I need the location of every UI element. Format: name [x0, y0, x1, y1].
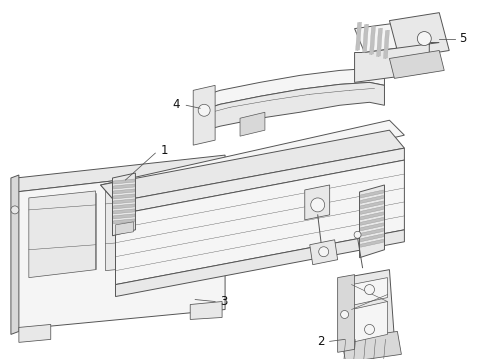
Polygon shape [116, 148, 404, 215]
Polygon shape [19, 324, 51, 342]
Polygon shape [16, 168, 225, 329]
Polygon shape [114, 179, 134, 184]
Polygon shape [361, 239, 384, 247]
Polygon shape [361, 190, 384, 198]
Polygon shape [305, 185, 330, 220]
Polygon shape [116, 230, 404, 297]
Circle shape [11, 206, 19, 214]
Polygon shape [352, 302, 388, 342]
Polygon shape [361, 223, 384, 231]
Polygon shape [361, 212, 384, 220]
Polygon shape [352, 278, 388, 306]
Polygon shape [114, 214, 134, 219]
Polygon shape [344, 270, 394, 347]
Polygon shape [361, 228, 384, 236]
Polygon shape [190, 302, 222, 319]
Polygon shape [361, 234, 384, 242]
Circle shape [318, 247, 329, 257]
Circle shape [198, 104, 210, 116]
Circle shape [354, 231, 361, 238]
Circle shape [341, 310, 348, 319]
Polygon shape [16, 155, 225, 192]
Polygon shape [195, 68, 385, 112]
Polygon shape [369, 26, 375, 54]
Polygon shape [100, 130, 404, 202]
Circle shape [365, 324, 374, 334]
Polygon shape [114, 184, 134, 189]
Polygon shape [376, 28, 383, 57]
Polygon shape [114, 194, 134, 199]
Polygon shape [193, 85, 215, 145]
Polygon shape [361, 217, 384, 225]
Text: 4: 4 [173, 98, 180, 111]
Polygon shape [105, 182, 195, 271]
Polygon shape [390, 13, 449, 58]
Polygon shape [384, 30, 390, 58]
Polygon shape [361, 201, 384, 209]
Polygon shape [114, 219, 134, 224]
Polygon shape [116, 160, 404, 285]
Polygon shape [361, 195, 384, 203]
Polygon shape [29, 191, 96, 278]
Polygon shape [113, 173, 135, 236]
Polygon shape [116, 222, 133, 235]
Polygon shape [11, 175, 19, 334]
Circle shape [365, 285, 374, 294]
Polygon shape [100, 120, 404, 202]
Polygon shape [240, 112, 265, 136]
Text: 1: 1 [160, 144, 168, 157]
Polygon shape [355, 19, 439, 53]
Polygon shape [114, 209, 134, 214]
Circle shape [311, 198, 325, 212]
Polygon shape [195, 82, 385, 133]
Polygon shape [360, 185, 385, 258]
Polygon shape [390, 50, 444, 78]
Polygon shape [114, 189, 134, 194]
Polygon shape [355, 42, 439, 82]
Text: 3: 3 [220, 295, 227, 308]
Polygon shape [363, 24, 368, 53]
Text: 2: 2 [317, 335, 325, 348]
Circle shape [417, 32, 431, 45]
Polygon shape [361, 206, 384, 214]
Polygon shape [338, 275, 355, 352]
Text: 5: 5 [459, 32, 466, 45]
Polygon shape [310, 240, 338, 265]
Polygon shape [342, 332, 401, 360]
Polygon shape [114, 204, 134, 209]
Polygon shape [356, 22, 362, 50]
Polygon shape [114, 199, 134, 204]
